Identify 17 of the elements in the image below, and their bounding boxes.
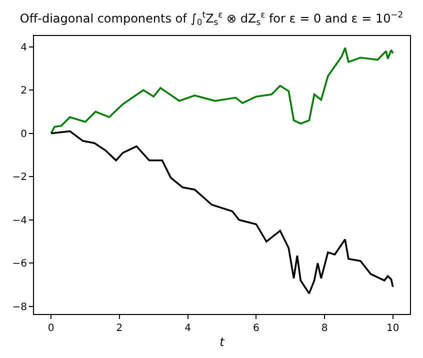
x-tick-label: 8 (321, 323, 328, 334)
y-tick-label: −4 (12, 215, 27, 226)
y-tick-label: −2 (12, 172, 27, 184)
line-series (50, 47, 394, 134)
x-tick-label: 6 (252, 323, 260, 334)
y-tick-label: −8 (12, 302, 27, 313)
x-tick-label: 4 (184, 323, 192, 334)
y-tick-label: −6 (12, 258, 27, 270)
chart-title: Off-diagonal components of ∫$_{0}$$^{t}$Z$_{s}$$^{ε}$ ⊗ dZ$_{s}$$^{ε}$ for ε = 0 and ε = 10$^{−2}$ (20, 10, 404, 28)
x-tick-label: 0 (48, 323, 54, 334)
y-tick-label: 0 (20, 128, 27, 140)
x-tick-label: 2 (116, 323, 123, 334)
y-tick-label: 4 (20, 42, 27, 54)
x-tick-label: 10 (386, 323, 400, 334)
x-axis-title: t (220, 334, 226, 349)
y-tick-label: 2 (20, 86, 27, 97)
line-series (50, 130, 394, 294)
